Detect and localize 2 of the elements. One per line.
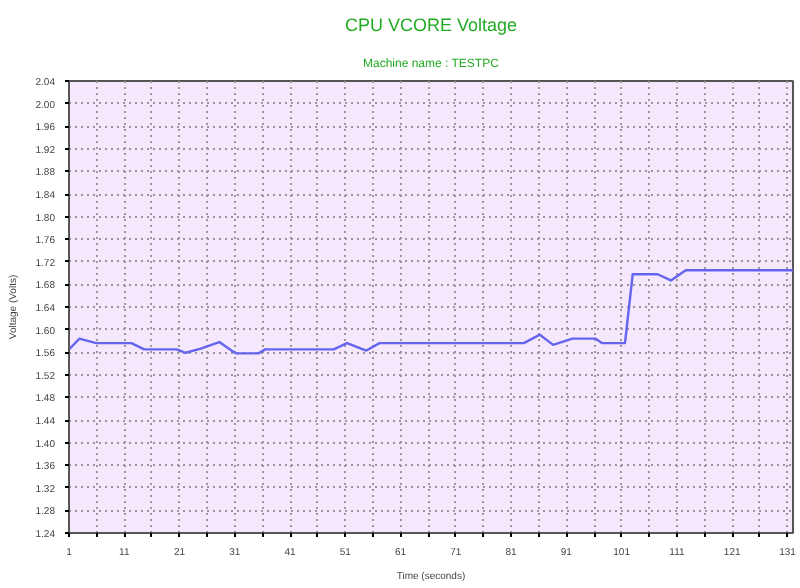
line-series bbox=[69, 269, 793, 355]
chart-title: CPU VCORE Voltage bbox=[344, 15, 518, 35]
